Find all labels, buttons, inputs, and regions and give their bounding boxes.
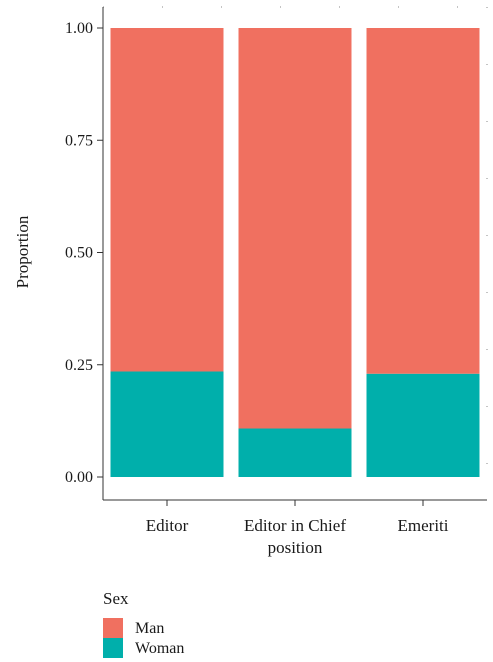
legend-label-man: Man [135,620,164,637]
y-tick-label: 0.50 [65,245,93,262]
bar-woman-1 [110,371,224,477]
bar-man-3 [366,28,480,374]
y-tick-label: 0.25 [65,357,93,374]
y-tick-label: 0.75 [65,132,93,149]
x-tick-label: Editor in Chief position [244,516,346,557]
bars-group [110,28,480,477]
x-tick-label: Emeriti [398,516,449,535]
x-tick-label-line: Editor in Chief [244,516,346,535]
y-axis-title: Proportion [13,215,32,288]
bar-woman-2 [238,428,352,477]
legend-label-woman: Woman [135,640,184,657]
x-tick-label-line: Editor [146,516,189,535]
x-tick-label: Editor [146,516,189,535]
y-tick-label: 0.00 [65,469,93,486]
y-tick-label: 1.00 [65,20,93,37]
x-tick-label-line: Emeriti [398,516,449,535]
x-tick-label-line: position [268,538,323,557]
legend: Sex Man Woman [103,589,184,658]
y-axis: 0.00 0.25 0.50 0.75 1.00 [65,20,103,486]
legend-key-man [103,618,123,638]
bar-woman-3 [366,373,480,477]
legend-title: Sex [103,589,129,608]
bar-man-1 [110,28,224,372]
legend-key-woman [103,638,123,658]
x-axis: Editor Editor in Chief position Emeriti [146,500,449,557]
bar-man-2 [238,28,352,429]
